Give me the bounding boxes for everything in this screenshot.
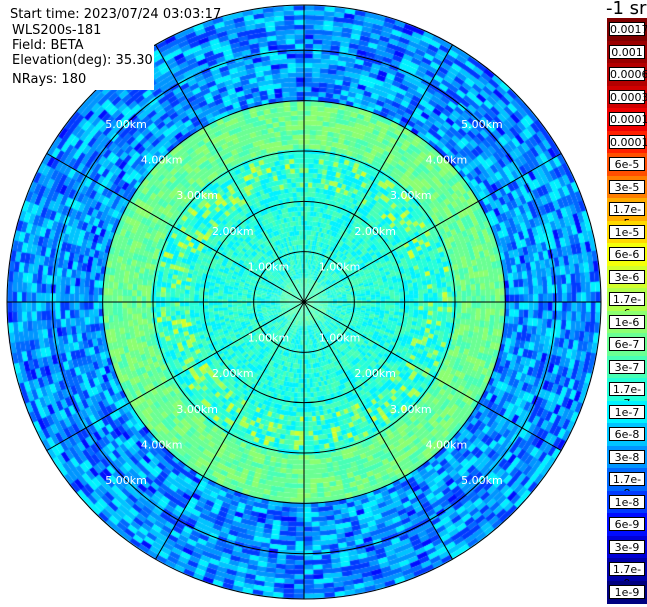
colorbar-tick-label: 3e-5 (609, 179, 645, 194)
instrument-label: WLS200s-181 (12, 23, 102, 38)
ring-label: 2.00km (212, 225, 254, 238)
colorbar-tick-label: 3e-9 (609, 539, 645, 554)
colorbar-tick-label: 3e-7 (609, 359, 645, 374)
colorbar-units: -1 sr (606, 0, 647, 19)
colorbar-tick-label: 1.7e-6 (609, 292, 645, 320)
colorbar-tick-label: 0.0003 (609, 89, 647, 104)
colorbar-tick-label: 1e-7 (609, 404, 645, 419)
elevation-label: Elevation(deg): 35.30 (12, 53, 153, 68)
colorbar-tick-label: 3e-8 (609, 449, 645, 464)
ring-label: 1.00km (319, 332, 361, 345)
azimuth-spoke (303, 153, 562, 303)
ring-label: 4.00km (141, 154, 183, 167)
colorbar-tick-label: 0.00017 (609, 112, 647, 126)
ring-label: 5.00km (461, 474, 503, 487)
ring-label: 2.00km (212, 367, 254, 380)
ring-label: 1.00km (248, 260, 290, 273)
colorbar-tick-label: 1.7e-7 (609, 382, 645, 410)
colorbar-tick-label: 1e-6 (609, 314, 645, 329)
colorbar-tick-label: 1e-9 (609, 584, 645, 599)
colorbar-tick-label: 1e-8 (609, 494, 645, 509)
colorbar-tick-label: 6e-8 (609, 427, 645, 441)
colorbar-tick-label: 0.001 (609, 44, 645, 59)
colorbar-tick-label: 1.7e-9 (609, 562, 645, 590)
ring-label: 3.00km (176, 403, 218, 416)
colorbar-tick-label: 3e-6 (609, 269, 645, 284)
ring-label: 5.00km (105, 474, 147, 487)
header-background (8, 4, 154, 90)
colorbar-tick-label: 1.7e-5 (609, 202, 645, 230)
colorbar-tick-label: 6e-9 (609, 517, 645, 531)
ring-label: 2.00km (354, 367, 396, 380)
ring-label: 1.00km (248, 332, 290, 345)
field-label: Field: BETA (12, 38, 84, 53)
azimuth-spoke (46, 301, 305, 451)
azimuth-spoke (303, 301, 453, 560)
ring-label: 4.00km (426, 438, 468, 451)
colorbar-tick-label: 6e-6 (609, 247, 645, 261)
colorbar-tick-label: 0.0001 (609, 134, 647, 149)
ring-label: 5.00km (461, 118, 503, 131)
colorbar-tick-label: 1e-5 (609, 224, 645, 239)
ring-label: 3.00km (176, 189, 218, 202)
colorbar-tick-label: 1.7e-8 (609, 472, 645, 500)
azimuth-spoke (46, 153, 305, 303)
colorbar-tick-label: 6e-7 (609, 337, 645, 351)
colorbar-tick-label: 0.0017 (609, 22, 647, 36)
azimuth-spoke (155, 301, 305, 560)
colorbar-tick-label: 6e-5 (609, 157, 645, 171)
azimuth-spoke (303, 44, 453, 303)
ring-label: 2.00km (354, 225, 396, 238)
start-time-label: Start time: 2023/07/24 03:03:17 (10, 7, 222, 22)
colorbar-tick-label: 0.0006 (609, 67, 647, 81)
nrays-label: NRays: 180 (12, 72, 87, 87)
ring-label: 3.00km (390, 403, 432, 416)
azimuth-spoke (155, 44, 305, 303)
ring-label: 3.00km (390, 189, 432, 202)
ring-label: 4.00km (426, 154, 468, 167)
ring-label: 5.00km (105, 118, 147, 131)
ring-label: 1.00km (319, 260, 361, 273)
ring-label: 4.00km (141, 438, 183, 451)
azimuth-spoke (303, 301, 562, 451)
